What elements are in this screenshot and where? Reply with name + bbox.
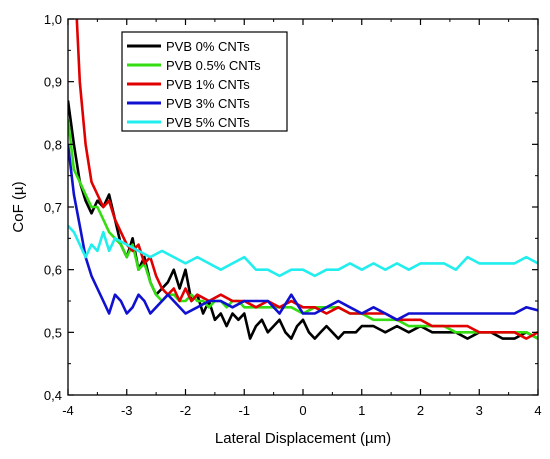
legend-box (121, 31, 288, 132)
series-line-1 (68, 119, 538, 340)
x-tick-label: -3 (121, 403, 133, 418)
y-tick-label: 0,7 (44, 200, 62, 215)
y-tick-label: 0,9 (44, 75, 62, 90)
y-tick-label: 0,5 (44, 325, 62, 340)
x-tick-label: 1 (358, 403, 365, 418)
x-tick-label: 0 (299, 403, 306, 418)
legend: PVB 0% CNTs PVB 0.5% CNTs PVB 1% CNTs PVB 3… (121, 31, 288, 132)
series-line-4 (68, 224, 538, 278)
y-axis-label: CoF (µ) (10, 181, 27, 232)
y-tick-label: 1,0 (44, 12, 62, 27)
axis-tick-labels: -4 -3 -2 -1 0 1 2 3 4 0,4 0,5 0,6 0,7 0,8 0,9 1,0 (44, 12, 542, 418)
x-tick-label: -1 (238, 403, 250, 418)
series-line-0 (68, 100, 538, 340)
legend-label: PVB 5% CNTs (166, 115, 250, 130)
y-tick-label: 0,8 (44, 137, 62, 152)
y-tick-label: 0,4 (44, 388, 62, 403)
legend-label: PVB 3% CNTs (166, 96, 250, 111)
x-tick-label: 3 (476, 403, 483, 418)
x-tick-label: 2 (417, 403, 424, 418)
x-axis-label: Lateral Displacement (µm) (215, 430, 391, 447)
y-tick-label: 0,6 (44, 263, 62, 278)
series-line-3 (68, 144, 538, 322)
plot-frame (67, 18, 539, 396)
legend-label: PVB 1% CNTs (166, 77, 250, 92)
x-tick-label: 4 (534, 403, 541, 418)
legend-label: PVB 0% CNTs (166, 39, 250, 54)
x-tick-label: -2 (180, 403, 192, 418)
x-tick-label: -4 (62, 403, 74, 418)
legend-label: PVB 0.5% CNTs (166, 58, 261, 73)
series-layer (68, 19, 538, 340)
